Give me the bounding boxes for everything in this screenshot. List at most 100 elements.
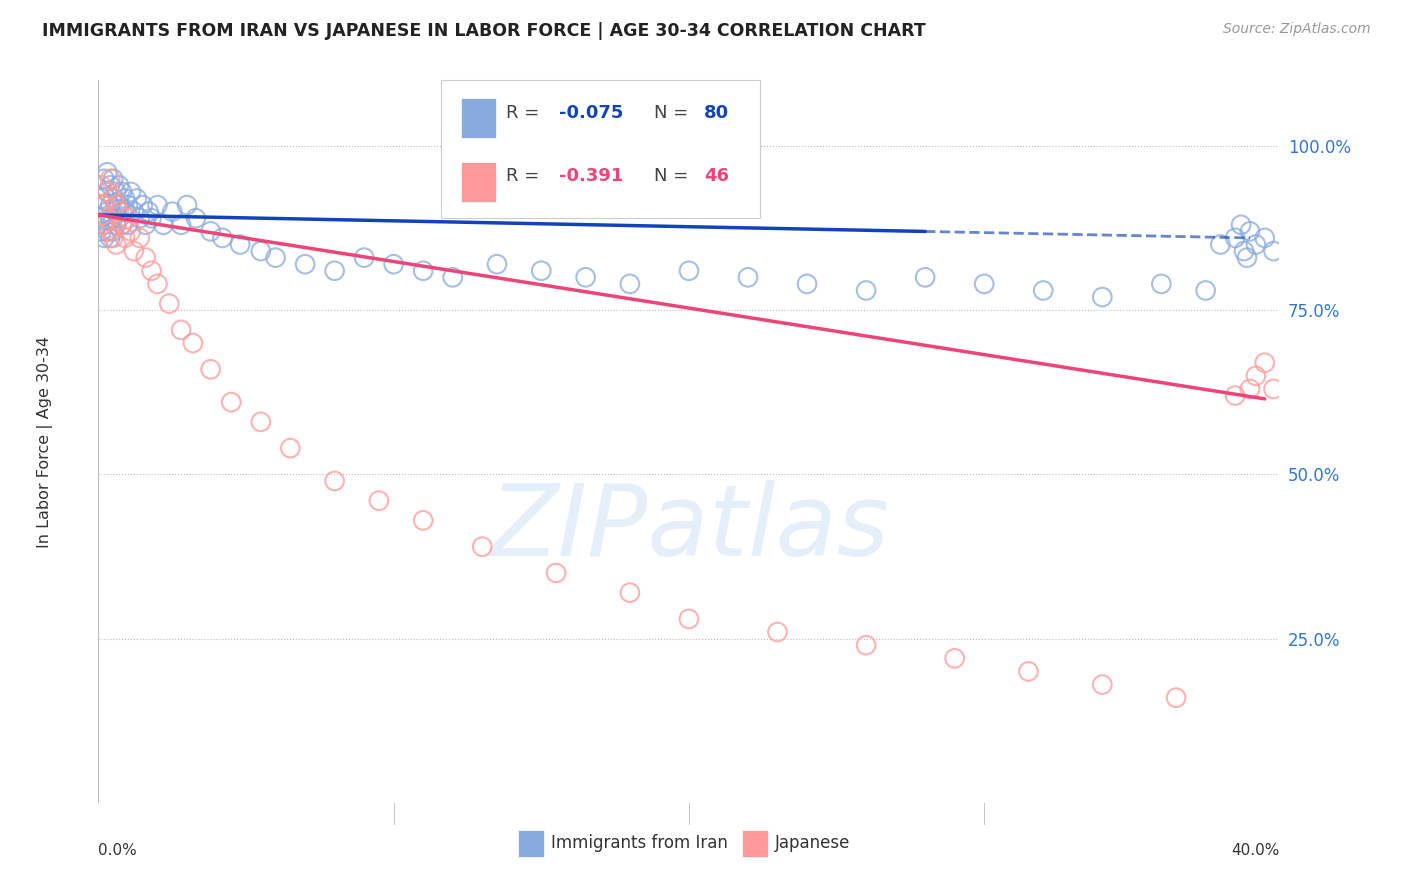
Point bbox=[1166, 690, 1188, 705]
Point bbox=[229, 237, 252, 252]
Point bbox=[170, 323, 193, 337]
Point bbox=[530, 264, 553, 278]
Point bbox=[200, 362, 222, 376]
Point bbox=[128, 231, 150, 245]
Point bbox=[766, 625, 789, 640]
Point bbox=[96, 185, 118, 199]
Point bbox=[117, 218, 139, 232]
Point bbox=[98, 231, 121, 245]
Point bbox=[135, 218, 157, 232]
Point bbox=[1230, 218, 1253, 232]
Point bbox=[264, 251, 287, 265]
Point bbox=[108, 198, 131, 212]
Point bbox=[93, 218, 115, 232]
Point bbox=[1018, 665, 1040, 679]
Point bbox=[103, 192, 125, 206]
Point bbox=[678, 612, 700, 626]
Point bbox=[619, 585, 641, 599]
Point bbox=[914, 270, 936, 285]
Point bbox=[111, 218, 134, 232]
Text: R =: R = bbox=[506, 103, 546, 122]
Point bbox=[105, 185, 128, 199]
Text: 80: 80 bbox=[704, 103, 730, 122]
Point bbox=[1225, 388, 1247, 402]
Point bbox=[141, 264, 163, 278]
FancyBboxPatch shape bbox=[461, 162, 496, 202]
Point bbox=[486, 257, 509, 271]
Point bbox=[105, 218, 128, 232]
Point bbox=[103, 171, 125, 186]
Text: Immigrants from Iran: Immigrants from Iran bbox=[551, 833, 728, 852]
Point bbox=[96, 165, 118, 179]
Point bbox=[146, 277, 169, 291]
Point bbox=[138, 204, 160, 219]
Point bbox=[96, 185, 118, 199]
Point bbox=[1244, 237, 1267, 252]
Point bbox=[117, 211, 139, 226]
Point bbox=[1254, 231, 1277, 245]
FancyBboxPatch shape bbox=[742, 830, 768, 857]
Point bbox=[90, 224, 112, 238]
FancyBboxPatch shape bbox=[461, 98, 496, 138]
Point bbox=[855, 638, 877, 652]
Point bbox=[211, 231, 233, 245]
Point bbox=[546, 566, 568, 580]
Point bbox=[103, 211, 125, 226]
Text: N =: N = bbox=[654, 103, 693, 122]
Point bbox=[117, 198, 139, 212]
Point bbox=[105, 198, 128, 212]
Point bbox=[122, 204, 145, 219]
Point bbox=[157, 296, 180, 310]
Point bbox=[105, 198, 128, 212]
Point bbox=[170, 218, 193, 232]
Point bbox=[132, 198, 155, 212]
Point bbox=[382, 257, 405, 271]
Point bbox=[122, 244, 145, 258]
Point bbox=[619, 277, 641, 291]
Point bbox=[135, 251, 157, 265]
Point bbox=[98, 211, 121, 226]
Point bbox=[128, 211, 150, 226]
Point bbox=[98, 224, 121, 238]
Point bbox=[108, 211, 131, 226]
Point bbox=[93, 231, 115, 245]
Point bbox=[575, 270, 598, 285]
Point bbox=[200, 224, 222, 238]
Point bbox=[250, 415, 273, 429]
Text: ZIPatlas: ZIPatlas bbox=[489, 480, 889, 577]
Point bbox=[1263, 382, 1285, 396]
Point bbox=[1032, 284, 1054, 298]
Text: -0.391: -0.391 bbox=[560, 168, 623, 186]
Point bbox=[108, 178, 131, 193]
Point bbox=[98, 171, 121, 186]
Text: IMMIGRANTS FROM IRAN VS JAPANESE IN LABOR FORCE | AGE 30-34 CORRELATION CHART: IMMIGRANTS FROM IRAN VS JAPANESE IN LABO… bbox=[42, 22, 927, 40]
Point bbox=[103, 224, 125, 238]
Point bbox=[184, 211, 207, 226]
Point bbox=[93, 198, 115, 212]
Point bbox=[294, 257, 316, 271]
Point bbox=[90, 192, 112, 206]
Point bbox=[353, 251, 375, 265]
Point bbox=[1239, 224, 1261, 238]
Point bbox=[1236, 251, 1258, 265]
Point bbox=[90, 211, 112, 226]
FancyBboxPatch shape bbox=[441, 80, 759, 218]
Point bbox=[105, 237, 128, 252]
Point bbox=[93, 198, 115, 212]
Point bbox=[114, 192, 136, 206]
Point bbox=[412, 264, 434, 278]
Text: 0.0%: 0.0% bbox=[98, 843, 138, 857]
Point bbox=[141, 211, 163, 226]
Point bbox=[114, 204, 136, 219]
Point bbox=[1150, 277, 1173, 291]
Point bbox=[108, 204, 131, 219]
Point bbox=[111, 218, 134, 232]
Text: R =: R = bbox=[506, 168, 546, 186]
Point bbox=[1239, 382, 1261, 396]
Point bbox=[96, 211, 118, 226]
Text: Japanese: Japanese bbox=[775, 833, 851, 852]
Point bbox=[1233, 244, 1256, 258]
Point bbox=[98, 198, 121, 212]
Point bbox=[368, 493, 391, 508]
Point bbox=[103, 192, 125, 206]
